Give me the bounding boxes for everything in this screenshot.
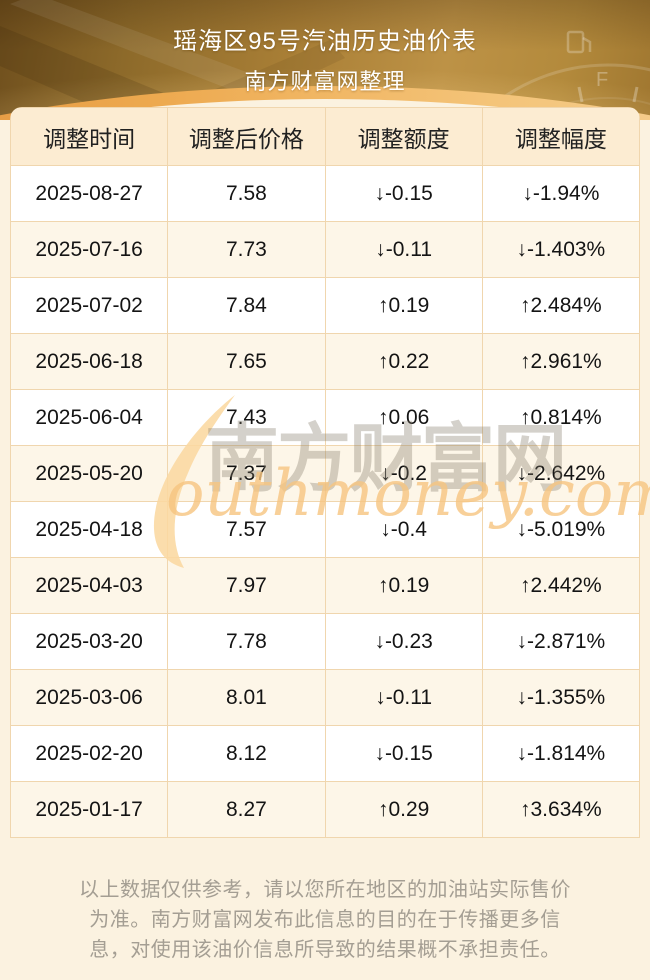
cell-change-amount: ↓-0.23 (324, 613, 483, 670)
col-header-change-percent: 调整幅度 (481, 107, 640, 166)
cell-change-amount: ↑0.19 (324, 557, 483, 614)
cell-price: 8.27 (167, 781, 326, 838)
price-table: 调整时间 调整后价格 调整额度 调整幅度 2025-08-27 7.58 ↓-0… (10, 107, 640, 838)
cell-change-percent: ↑2.484% (481, 277, 640, 334)
cell-adjust-date: 2025-08-27 (10, 165, 169, 222)
cell-price: 7.78 (167, 613, 326, 670)
cell-adjust-date: 2025-07-16 (10, 221, 169, 278)
disclaimer: 以上数据仅供参考，请以您所在地区的加油站实际售价 为准。南方财富网发布此信息的目… (0, 838, 650, 965)
cell-change-percent: ↓-2.642% (481, 445, 640, 502)
cell-change-percent: ↑3.634% (481, 781, 640, 838)
cell-adjust-date: 2025-06-18 (10, 333, 169, 390)
table-row: 2025-04-18 7.57 ↓-0.4 ↓-5.019% (10, 501, 640, 558)
price-table-section: 调整时间 调整后价格 调整额度 调整幅度 2025-08-27 7.58 ↓-0… (10, 107, 640, 838)
table-row: 2025-08-27 7.58 ↓-0.15 ↓-1.94% (10, 165, 640, 222)
table-row: 2025-03-20 7.78 ↓-0.23 ↓-2.871% (10, 613, 640, 670)
disclaimer-line: 息，对使用该油价信息所导致的结果概不承担责任。 (89, 939, 561, 961)
pump-icon (566, 30, 592, 54)
col-header-adjusted-price: 调整后价格 (167, 107, 326, 166)
table-row: 2025-01-17 8.27 ↑0.29 ↑3.634% (10, 781, 640, 838)
cell-adjust-date: 2025-01-17 (10, 781, 169, 838)
svg-text:F: F (596, 69, 608, 91)
cell-change-amount: ↓-0.2 (324, 445, 483, 502)
table-row: 2025-06-04 7.43 ↑0.06 ↑0.814% (10, 389, 640, 446)
col-header-change-amount: 调整额度 (324, 107, 483, 166)
cell-adjust-date: 2025-02-20 (10, 725, 169, 782)
page-subtitle: 南方财富网整理 (244, 69, 406, 94)
cell-adjust-date: 2025-05-20 (10, 445, 169, 502)
cell-adjust-date: 2025-03-20 (10, 613, 169, 670)
table-row: 2025-05-20 7.37 ↓-0.2 ↓-2.642% (10, 445, 640, 502)
cell-price: 8.01 (167, 669, 326, 726)
cell-change-percent: ↑0.814% (481, 389, 640, 446)
cell-adjust-date: 2025-04-03 (10, 557, 169, 614)
cell-price: 7.58 (167, 165, 326, 222)
cell-change-amount: ↓-0.11 (324, 221, 483, 278)
disclaimer-line: 以上数据仅供参考，请以您所在地区的加油站实际售价 (79, 879, 571, 901)
table-row: 2025-07-02 7.84 ↑0.19 ↑2.484% (10, 277, 640, 334)
cell-change-percent: ↓-1.355% (481, 669, 640, 726)
cell-change-amount: ↑0.29 (324, 781, 483, 838)
page-title: 瑶海区95号汽油历史油价表 (173, 28, 477, 55)
col-header-adjust-time: 调整时间 (10, 107, 169, 166)
cell-adjust-date: 2025-07-02 (10, 277, 169, 334)
cell-change-percent: ↓-1.814% (481, 725, 640, 782)
cell-change-amount: ↓-0.15 (324, 165, 483, 222)
cell-price: 7.57 (167, 501, 326, 558)
cell-price: 7.84 (167, 277, 326, 334)
table-row: 2025-04-03 7.97 ↑0.19 ↑2.442% (10, 557, 640, 614)
page-header: F 瑶海区95号汽油历史油价表 南方财富网整理 (0, 0, 650, 120)
table-row: 2025-07-16 7.73 ↓-0.11 ↓-1.403% (10, 221, 640, 278)
cell-change-amount: ↑0.06 (324, 389, 483, 446)
cell-price: 7.43 (167, 389, 326, 446)
cell-change-amount: ↑0.22 (324, 333, 483, 390)
cell-change-percent: ↓-2.871% (481, 613, 640, 670)
cell-price: 7.73 (167, 221, 326, 278)
cell-change-percent: ↑2.442% (481, 557, 640, 614)
cell-change-amount: ↑0.19 (324, 277, 483, 334)
cell-change-percent: ↑2.961% (481, 333, 640, 390)
cell-adjust-date: 2025-04-18 (10, 501, 169, 558)
table-row: 2025-06-18 7.65 ↑0.22 ↑2.961% (10, 333, 640, 390)
cell-price: 7.37 (167, 445, 326, 502)
cell-change-percent: ↓-1.403% (481, 221, 640, 278)
disclaimer-line: 为准。南方财富网发布此信息的目的在于传播更多信 (89, 909, 561, 931)
cell-change-amount: ↓-0.4 (324, 501, 483, 558)
cell-change-amount: ↓-0.15 (324, 725, 483, 782)
cell-price: 8.12 (167, 725, 326, 782)
cell-change-percent: ↓-1.94% (481, 165, 640, 222)
cell-price: 7.65 (167, 333, 326, 390)
table-row: 2025-02-20 8.12 ↓-0.15 ↓-1.814% (10, 725, 640, 782)
cell-change-percent: ↓-5.019% (481, 501, 640, 558)
cell-price: 7.97 (167, 557, 326, 614)
cell-adjust-date: 2025-06-04 (10, 389, 169, 446)
cell-change-amount: ↓-0.11 (324, 669, 483, 726)
table-header-row: 调整时间 调整后价格 调整额度 调整幅度 (10, 107, 640, 166)
cell-adjust-date: 2025-03-06 (10, 669, 169, 726)
table-body: 2025-08-27 7.58 ↓-0.15 ↓-1.94% 2025-07-1… (10, 165, 640, 838)
table-row: 2025-03-06 8.01 ↓-0.11 ↓-1.355% (10, 669, 640, 726)
